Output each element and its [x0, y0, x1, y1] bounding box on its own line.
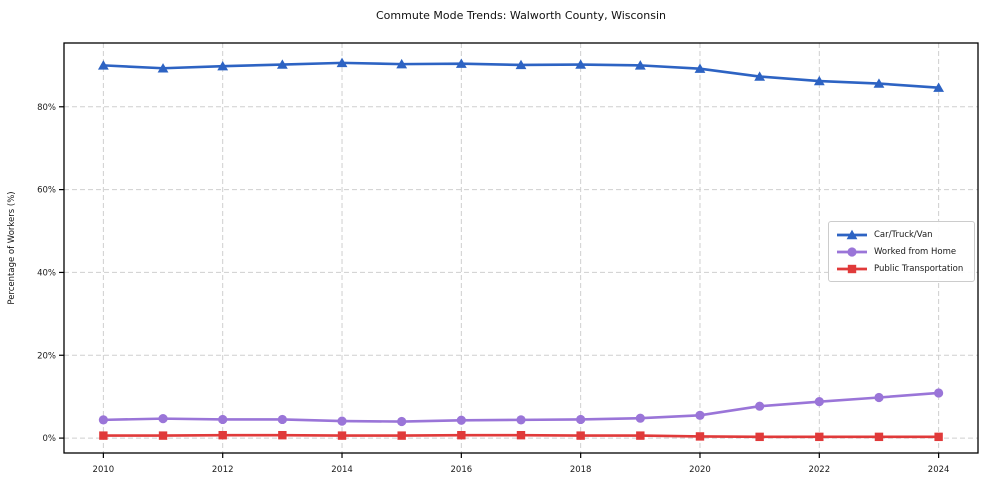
data-point	[694, 63, 706, 73]
data-point	[575, 59, 587, 69]
data-point	[515, 59, 527, 70]
x-tick-label: 2012	[212, 465, 234, 475]
y-tick-label: 40%	[37, 268, 56, 278]
data-point	[755, 432, 764, 442]
legend-label: Worked from Home	[874, 247, 957, 257]
legend-item-car-truck-van: Car/Truck/Van	[837, 227, 966, 243]
x-tick-label: 2016	[451, 465, 473, 475]
data-point	[874, 432, 884, 442]
y-tick-label: 60%	[37, 186, 56, 196]
legend: Car/Truck/Van Worked from Home Public Tran…	[828, 221, 975, 282]
data-point	[814, 397, 824, 407]
data-point	[933, 82, 945, 92]
legend-item-public-transportation: Public Transportation	[837, 261, 966, 277]
data-point	[277, 414, 287, 425]
y-axis: 0% 20% 40% 60% 80%	[37, 103, 64, 444]
axes-frame	[63, 42, 979, 454]
chart-title: Commute Mode Trends: Walworth County, Wi…	[376, 9, 666, 22]
triangle-marker-icon	[837, 229, 867, 240]
x-tick-label: 2010	[93, 465, 115, 475]
data-point	[157, 63, 169, 73]
data-point	[99, 431, 108, 440]
x-tick-label: 2020	[689, 465, 711, 475]
series-public-transportation	[99, 430, 943, 442]
data-point	[516, 415, 526, 425]
data-point	[695, 432, 705, 441]
legend-item-worked-from-home: Worked from Home	[837, 244, 966, 260]
data-point	[218, 414, 228, 425]
data-point	[337, 431, 347, 440]
data-point	[755, 401, 765, 411]
legend-label: Public Transportation	[874, 264, 964, 274]
data-point	[218, 430, 227, 440]
data-point	[576, 414, 586, 425]
data-point	[635, 413, 645, 423]
legend-label: Car/Truck/Van	[874, 230, 933, 240]
data-point	[934, 432, 943, 442]
data-point	[456, 415, 466, 425]
data-point	[934, 388, 944, 398]
x-tick-label: 2022	[808, 465, 830, 475]
data-point	[158, 431, 168, 440]
data-point	[396, 58, 408, 69]
data-point	[695, 410, 705, 420]
data-point	[276, 59, 288, 69]
data-point	[336, 57, 348, 68]
data-point	[847, 264, 857, 274]
data-point	[576, 431, 585, 440]
square-marker-icon	[837, 264, 867, 274]
data-point	[337, 416, 347, 426]
data-point	[874, 392, 884, 403]
x-tick-label: 2018	[570, 465, 592, 475]
data-point	[98, 415, 108, 425]
data-point	[397, 431, 406, 440]
data-point	[457, 430, 466, 440]
x-tick-label: 2024	[928, 465, 950, 475]
data-point	[455, 58, 467, 68]
y-tick-label: 80%	[37, 103, 56, 113]
data-point	[636, 431, 645, 440]
x-axis: 2010 2012 2014 2016 2018 2020 2022 2024	[93, 453, 950, 475]
circle-marker-icon	[837, 247, 867, 257]
y-tick-label: 20%	[37, 351, 56, 361]
data-point	[847, 247, 857, 257]
data-point	[873, 78, 885, 88]
data-point	[815, 432, 824, 442]
data-point	[846, 229, 858, 240]
y-tick-label: 0%	[43, 434, 57, 444]
series-car-truck-van	[97, 57, 945, 92]
x-tick-label: 2014	[331, 465, 353, 475]
series-worked-from-home	[98, 388, 944, 427]
data-point	[217, 60, 229, 71]
data-point	[278, 430, 287, 440]
data-point	[397, 416, 407, 427]
data-point	[516, 430, 526, 440]
data-point	[813, 75, 825, 86]
data-point	[97, 60, 109, 70]
data-point	[158, 414, 168, 424]
data-point	[634, 60, 646, 70]
data-point	[754, 71, 766, 81]
